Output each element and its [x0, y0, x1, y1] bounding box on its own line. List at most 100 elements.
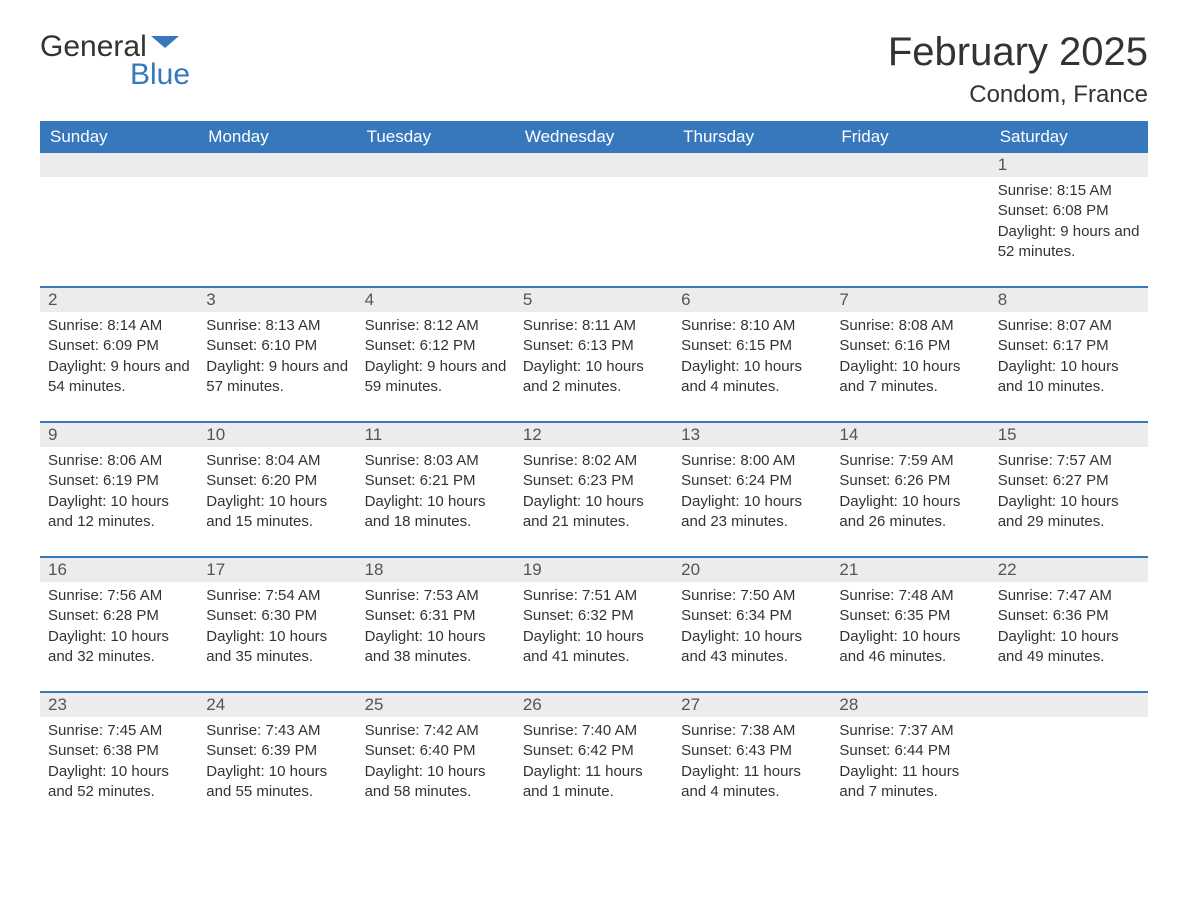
day-number: 12 [515, 423, 673, 447]
day-number: 9 [40, 423, 198, 447]
sunrise-line: Sunrise: 7:42 AM [365, 721, 507, 741]
day-number: 27 [673, 693, 831, 717]
sunrise-line: Sunrise: 7:43 AM [206, 721, 348, 741]
day-content: Sunrise: 7:51 AMSunset: 6:32 PMDaylight:… [515, 582, 673, 673]
daylight-line: Daylight: 10 hours and 4 minutes. [681, 357, 823, 398]
sunset-line: Sunset: 6:20 PM [206, 471, 348, 491]
day-content: Sunrise: 8:06 AMSunset: 6:19 PMDaylight:… [40, 447, 198, 538]
daylight-line: Daylight: 11 hours and 1 minute. [523, 762, 665, 803]
empty-day-bar [673, 153, 831, 177]
day-cell: 15Sunrise: 7:57 AMSunset: 6:27 PMDayligh… [990, 423, 1148, 538]
day-number: 20 [673, 558, 831, 582]
empty-day-bar [515, 153, 673, 177]
day-content: Sunrise: 7:48 AMSunset: 6:35 PMDaylight:… [831, 582, 989, 673]
day-number: 14 [831, 423, 989, 447]
daylight-line: Daylight: 10 hours and 10 minutes. [998, 357, 1140, 398]
day-cell: 9Sunrise: 8:06 AMSunset: 6:19 PMDaylight… [40, 423, 198, 538]
sunset-line: Sunset: 6:24 PM [681, 471, 823, 491]
sunrise-line: Sunrise: 7:53 AM [365, 586, 507, 606]
daylight-line: Daylight: 10 hours and 2 minutes. [523, 357, 665, 398]
day-cell: 21Sunrise: 7:48 AMSunset: 6:35 PMDayligh… [831, 558, 989, 673]
sunset-line: Sunset: 6:21 PM [365, 471, 507, 491]
sunrise-line: Sunrise: 8:00 AM [681, 451, 823, 471]
sunset-line: Sunset: 6:28 PM [48, 606, 190, 626]
week-row: 1Sunrise: 8:15 AMSunset: 6:08 PMDaylight… [40, 153, 1148, 268]
day-number: 28 [831, 693, 989, 717]
sunrise-line: Sunrise: 8:10 AM [681, 316, 823, 336]
daylight-line: Daylight: 10 hours and 55 minutes. [206, 762, 348, 803]
day-cell: 5Sunrise: 8:11 AMSunset: 6:13 PMDaylight… [515, 288, 673, 403]
day-content: Sunrise: 7:56 AMSunset: 6:28 PMDaylight:… [40, 582, 198, 673]
daylight-line: Daylight: 10 hours and 23 minutes. [681, 492, 823, 533]
daylight-line: Daylight: 10 hours and 46 minutes. [839, 627, 981, 668]
sunset-line: Sunset: 6:30 PM [206, 606, 348, 626]
sunset-line: Sunset: 6:31 PM [365, 606, 507, 626]
day-cell: 22Sunrise: 7:47 AMSunset: 6:36 PMDayligh… [990, 558, 1148, 673]
sunrise-line: Sunrise: 7:38 AM [681, 721, 823, 741]
day-content: Sunrise: 8:07 AMSunset: 6:17 PMDaylight:… [990, 312, 1148, 403]
weekday-cell: Saturday [990, 121, 1148, 153]
sunrise-line: Sunrise: 7:37 AM [839, 721, 981, 741]
day-cell: 4Sunrise: 8:12 AMSunset: 6:12 PMDaylight… [357, 288, 515, 403]
daylight-line: Daylight: 10 hours and 21 minutes. [523, 492, 665, 533]
sunset-line: Sunset: 6:42 PM [523, 741, 665, 761]
sunrise-line: Sunrise: 7:45 AM [48, 721, 190, 741]
day-cell: 7Sunrise: 8:08 AMSunset: 6:16 PMDaylight… [831, 288, 989, 403]
day-content: Sunrise: 7:43 AMSunset: 6:39 PMDaylight:… [198, 717, 356, 808]
day-number: 10 [198, 423, 356, 447]
day-cell: 25Sunrise: 7:42 AMSunset: 6:40 PMDayligh… [357, 693, 515, 808]
week-row: 23Sunrise: 7:45 AMSunset: 6:38 PMDayligh… [40, 691, 1148, 808]
daylight-line: Daylight: 10 hours and 18 minutes. [365, 492, 507, 533]
day-number: 2 [40, 288, 198, 312]
day-cell [40, 153, 198, 268]
day-cell [990, 693, 1148, 808]
daylight-line: Daylight: 10 hours and 43 minutes. [681, 627, 823, 668]
day-cell: 8Sunrise: 8:07 AMSunset: 6:17 PMDaylight… [990, 288, 1148, 403]
day-cell: 14Sunrise: 7:59 AMSunset: 6:26 PMDayligh… [831, 423, 989, 538]
empty-day-bar [831, 153, 989, 177]
day-content: Sunrise: 8:02 AMSunset: 6:23 PMDaylight:… [515, 447, 673, 538]
sunset-line: Sunset: 6:35 PM [839, 606, 981, 626]
day-number: 15 [990, 423, 1148, 447]
day-cell: 3Sunrise: 8:13 AMSunset: 6:10 PMDaylight… [198, 288, 356, 403]
empty-day-bar [990, 693, 1148, 717]
sunset-line: Sunset: 6:32 PM [523, 606, 665, 626]
sunrise-line: Sunrise: 7:40 AM [523, 721, 665, 741]
logo-text-blue: Blue [130, 58, 190, 91]
day-cell: 17Sunrise: 7:54 AMSunset: 6:30 PMDayligh… [198, 558, 356, 673]
day-number: 13 [673, 423, 831, 447]
weekday-cell: Sunday [40, 121, 198, 153]
header: General Blue February 2025 [40, 30, 1148, 75]
sunrise-line: Sunrise: 8:15 AM [998, 181, 1140, 201]
sunset-line: Sunset: 6:08 PM [998, 201, 1140, 221]
day-number: 16 [40, 558, 198, 582]
sunset-line: Sunset: 6:26 PM [839, 471, 981, 491]
day-cell: 26Sunrise: 7:40 AMSunset: 6:42 PMDayligh… [515, 693, 673, 808]
daylight-line: Daylight: 10 hours and 15 minutes. [206, 492, 348, 533]
day-cell: 12Sunrise: 8:02 AMSunset: 6:23 PMDayligh… [515, 423, 673, 538]
day-content: Sunrise: 7:59 AMSunset: 6:26 PMDaylight:… [831, 447, 989, 538]
day-content: Sunrise: 8:04 AMSunset: 6:20 PMDaylight:… [198, 447, 356, 538]
sunset-line: Sunset: 6:40 PM [365, 741, 507, 761]
day-cell: 27Sunrise: 7:38 AMSunset: 6:43 PMDayligh… [673, 693, 831, 808]
calendar: SundayMondayTuesdayWednesdayThursdayFrid… [40, 121, 1148, 808]
daylight-line: Daylight: 9 hours and 59 minutes. [365, 357, 507, 398]
day-number: 26 [515, 693, 673, 717]
day-cell [673, 153, 831, 268]
day-cell: 13 Sunrise: 8:00 AMSunset: 6:24 PMDayligh… [673, 423, 831, 538]
day-content: Sunrise: 7:45 AMSunset: 6:38 PMDaylight:… [40, 717, 198, 808]
day-cell: 19Sunrise: 7:51 AMSunset: 6:32 PMDayligh… [515, 558, 673, 673]
daylight-line: Daylight: 10 hours and 49 minutes. [998, 627, 1140, 668]
day-content: Sunrise: 8:15 AMSunset: 6:08 PMDaylight:… [990, 177, 1148, 268]
day-content: Sunrise: 7:40 AMSunset: 6:42 PMDaylight:… [515, 717, 673, 808]
daylight-line: Daylight: 9 hours and 52 minutes. [998, 222, 1140, 263]
day-number: 24 [198, 693, 356, 717]
sunrise-line: Sunrise: 8:08 AM [839, 316, 981, 336]
daylight-line: Daylight: 9 hours and 54 minutes. [48, 357, 190, 398]
sunrise-line: Sunrise: 8:13 AM [206, 316, 348, 336]
day-number: 22 [990, 558, 1148, 582]
logo: General Blue [40, 30, 179, 64]
day-cell [198, 153, 356, 268]
day-content: Sunrise: 8:03 AMSunset: 6:21 PMDaylight:… [357, 447, 515, 538]
day-number: 11 [357, 423, 515, 447]
